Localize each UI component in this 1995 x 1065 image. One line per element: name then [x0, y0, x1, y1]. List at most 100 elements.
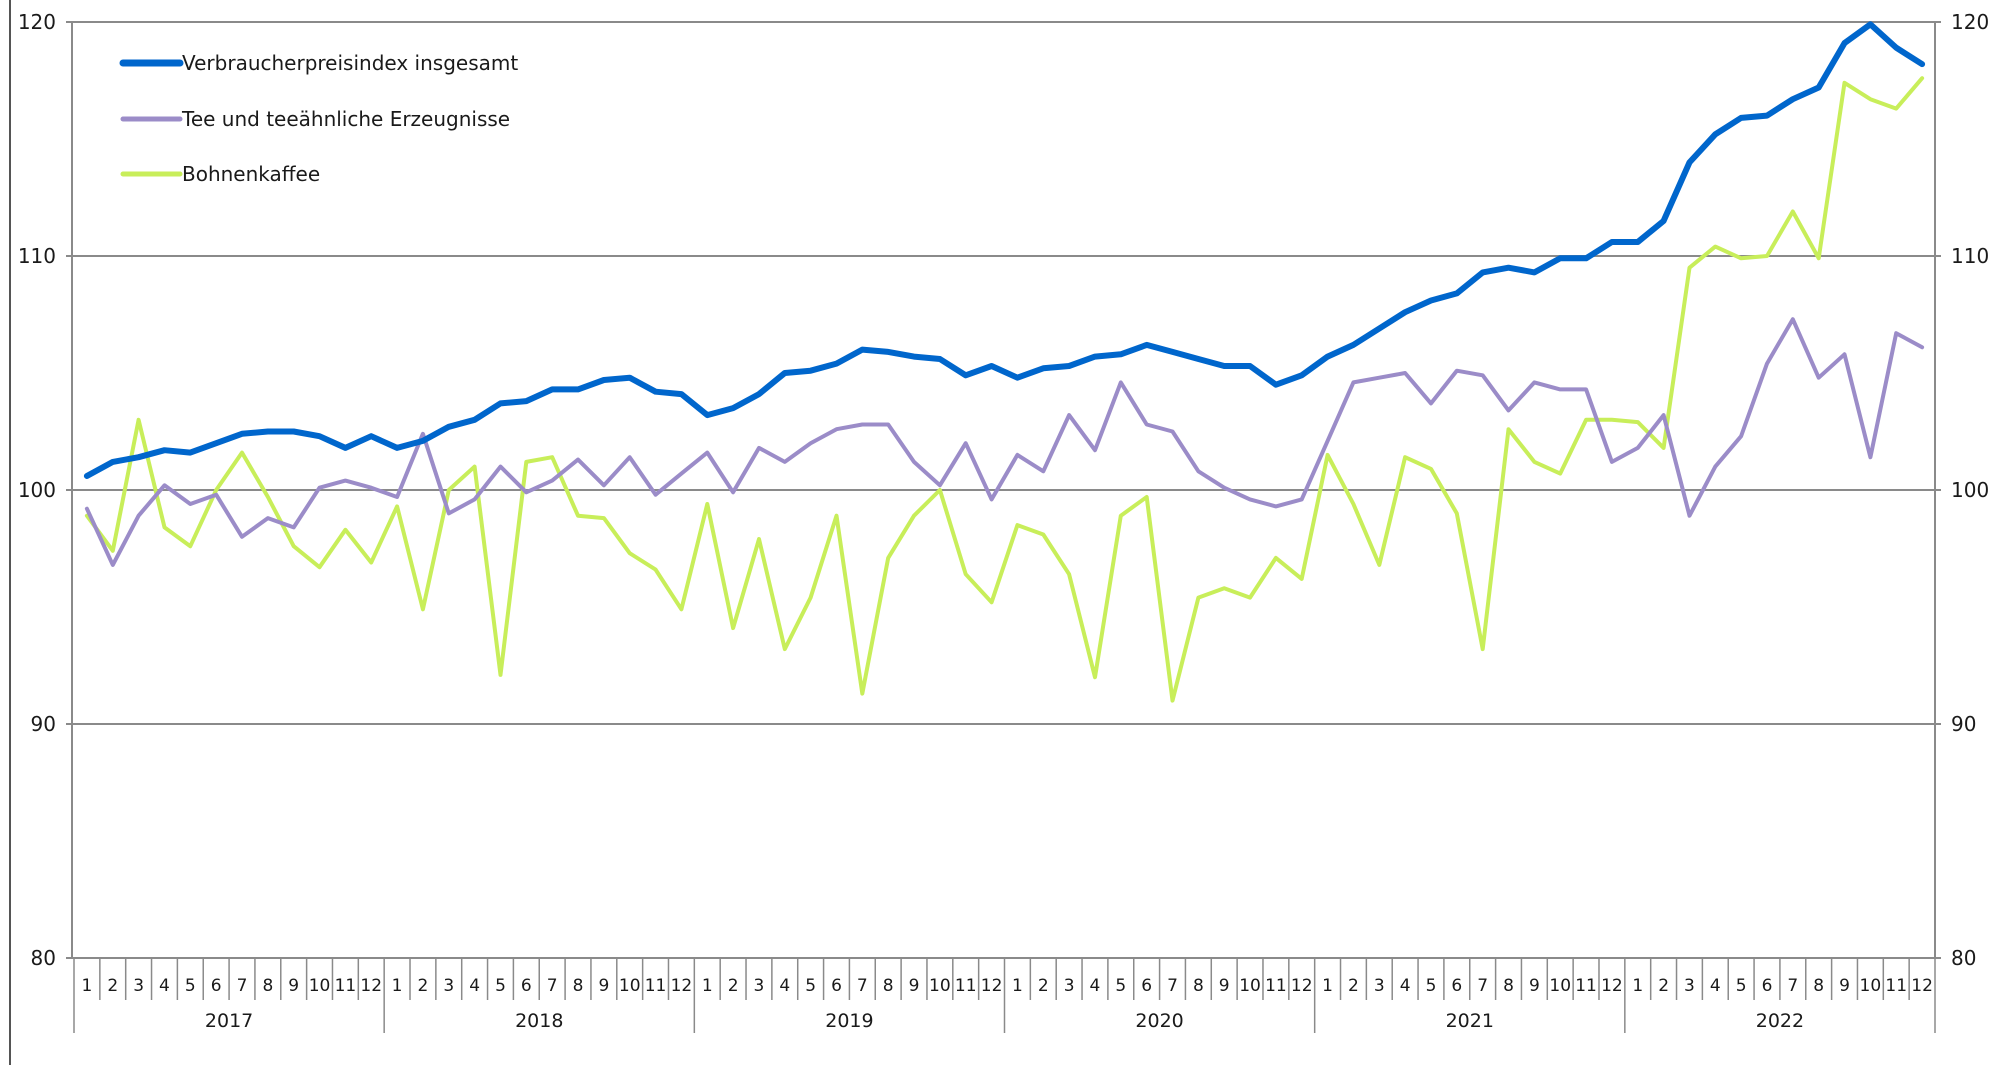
month-label: 9	[598, 976, 609, 996]
month-label: 9	[909, 976, 920, 996]
month-label: 1	[1322, 976, 1333, 996]
y-tick-label: 80	[31, 946, 56, 970]
month-label: 5	[805, 976, 816, 996]
month-label: 2	[107, 976, 118, 996]
month-label: 10	[309, 976, 331, 996]
month-label: 10	[619, 976, 641, 996]
month-label: 9	[1529, 976, 1540, 996]
year-label: 2019	[825, 1010, 873, 1032]
month-label: 5	[495, 976, 506, 996]
month-label: 2	[1038, 976, 1049, 996]
series-line	[84, 317, 1925, 567]
month-label: 8	[1503, 976, 1514, 996]
month-label: 10	[1239, 976, 1261, 996]
month-label: 4	[1090, 976, 1101, 996]
month-label: 7	[547, 976, 558, 996]
month-label: 5	[1736, 976, 1747, 996]
y-tick-label: 100	[18, 478, 56, 502]
month-label: 7	[237, 976, 248, 996]
series-line	[83, 21, 1926, 479]
month-label: 1	[392, 976, 403, 996]
month-label: 6	[1451, 976, 1462, 996]
month-label: 8	[262, 976, 273, 996]
month-label: 4	[1710, 976, 1721, 996]
year-label: 2021	[1446, 1010, 1494, 1032]
month-label: 3	[754, 976, 765, 996]
y-tick-label: 120	[18, 10, 56, 34]
month-label: 8	[883, 976, 894, 996]
month-label: 12	[671, 976, 693, 996]
month-label: 6	[831, 976, 842, 996]
month-label: 11	[1265, 976, 1287, 996]
year-label: 2020	[1135, 1010, 1183, 1032]
month-label: 12	[981, 976, 1003, 996]
month-label: 4	[469, 976, 480, 996]
month-label: 12	[1911, 976, 1933, 996]
month-label: 11	[1885, 976, 1907, 996]
y-tick-label: 110	[18, 244, 56, 268]
month-label: 3	[1374, 976, 1385, 996]
month-label: 12	[1291, 976, 1313, 996]
legend-label: Verbraucherpreisindex insgesamt	[182, 51, 518, 75]
y-tick-label: 120	[1951, 10, 1989, 34]
month-label: 5	[185, 976, 196, 996]
year-label: 2018	[515, 1010, 563, 1032]
y-tick-label: 80	[1951, 946, 1976, 970]
x-axis: 1 2 3 4 5 6 7 8 9 10 11 12 1 2 3 4 5 6 7 8 9 10 11 12 1 2 3 4 5 6 7 8 9 1…	[73, 958, 1936, 1033]
month-label: 4	[1400, 976, 1411, 996]
month-label: 4	[159, 976, 170, 996]
month-label: 8	[573, 976, 584, 996]
month-label: 6	[521, 976, 532, 996]
month-label: 10	[1860, 976, 1882, 996]
month-label: 10	[1549, 976, 1571, 996]
month-label: 1	[702, 976, 713, 996]
month-label: 12	[1601, 976, 1623, 996]
month-label: 7	[1167, 976, 1178, 996]
month-label: 2	[728, 976, 739, 996]
month-label: 11	[335, 976, 357, 996]
month-label: 6	[1141, 976, 1152, 996]
month-label: 4	[779, 976, 790, 996]
axes	[9, 0, 1941, 1065]
month-label: 3	[133, 976, 144, 996]
month-label: 12	[360, 976, 382, 996]
y-tick-label: 90	[1951, 712, 1976, 736]
month-label: 3	[443, 976, 454, 996]
month-label: 3	[1064, 976, 1075, 996]
month-label: 7	[1787, 976, 1798, 996]
y-tick-label: 90	[31, 712, 56, 736]
month-label: 11	[955, 976, 977, 996]
month-label: 2	[1348, 976, 1359, 996]
month-label: 11	[645, 976, 667, 996]
legend: Verbraucherpreisindex insgesamt Tee und t…	[119, 51, 518, 186]
month-label: 5	[1426, 976, 1437, 996]
month-label: 2	[1658, 976, 1669, 996]
year-label: 2022	[1756, 1010, 1804, 1032]
y-axis-left-labels: 80 90 100 110 120	[18, 10, 56, 970]
month-label: 9	[1839, 976, 1850, 996]
month-label: 7	[857, 976, 868, 996]
y-axis-right-labels: 80 90 100 110 120	[1951, 10, 1989, 970]
legend-label: Tee und teeähnliche Erzeugnisse	[181, 107, 510, 131]
month-label: 2	[418, 976, 429, 996]
month-label: 7	[1477, 976, 1488, 996]
y-tick-label: 100	[1951, 478, 1989, 502]
month-label: 1	[1012, 976, 1023, 996]
grid-lines	[72, 21, 1935, 959]
year-label: 2017	[205, 1010, 253, 1032]
month-label: 3	[1684, 976, 1695, 996]
month-label: 5	[1115, 976, 1126, 996]
month-label: 1	[1632, 976, 1643, 996]
series-line	[84, 76, 1925, 703]
month-label: 1	[82, 976, 93, 996]
month-label: 6	[211, 976, 222, 996]
month-label: 6	[1762, 976, 1773, 996]
month-label: 11	[1575, 976, 1597, 996]
month-label: 8	[1193, 976, 1204, 996]
month-label: 8	[1813, 976, 1824, 996]
y-tick-label: 110	[1951, 244, 1989, 268]
month-label: 9	[1219, 976, 1230, 996]
month-label: 9	[288, 976, 299, 996]
legend-label: Bohnenkaffee	[182, 162, 320, 186]
